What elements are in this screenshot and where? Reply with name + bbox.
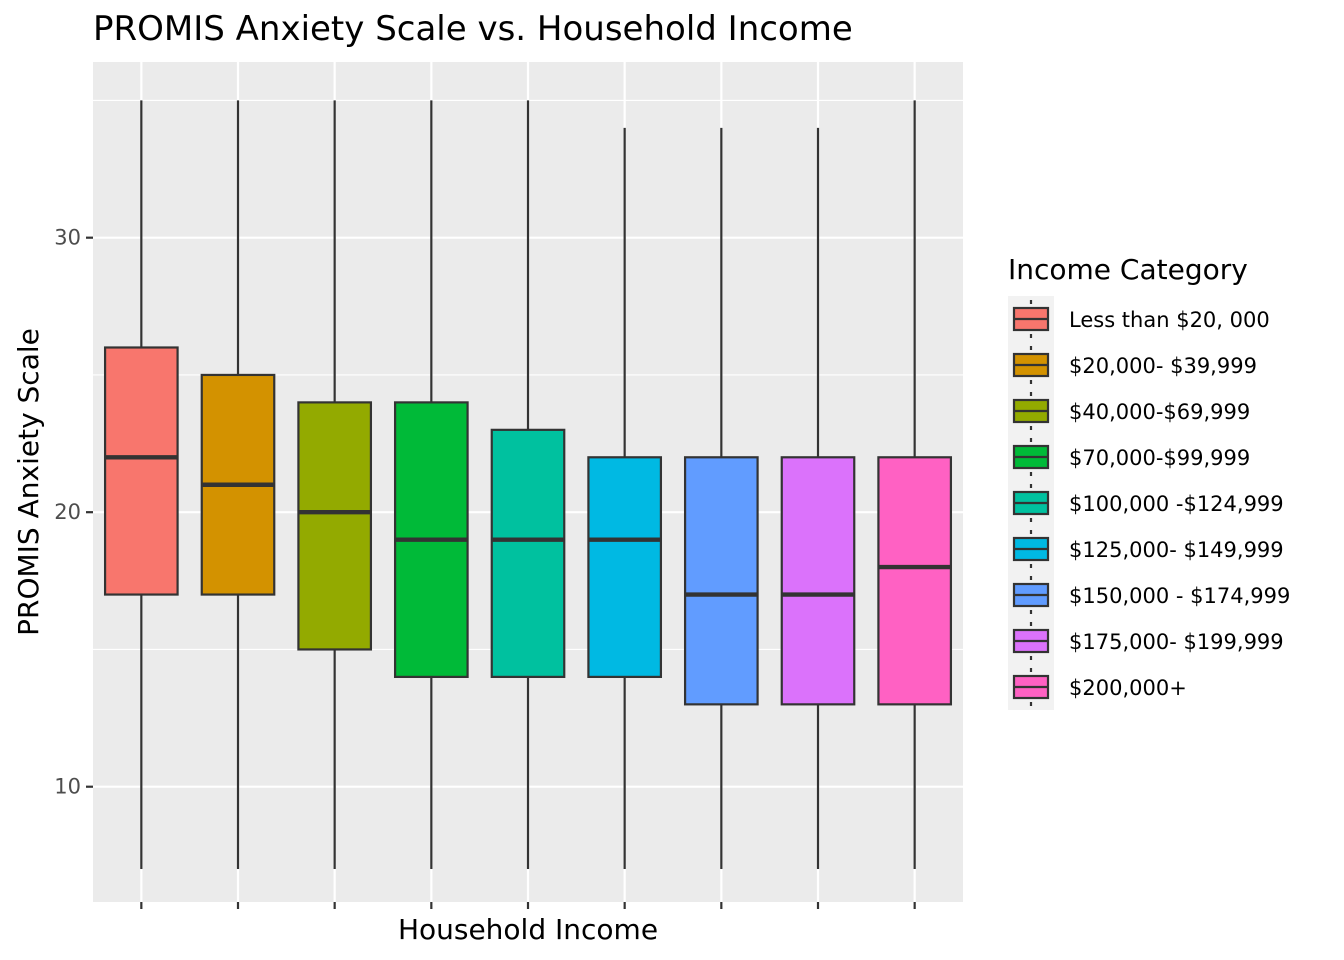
legend-label: Less than $20, 000 [1069,308,1270,332]
legend-label: $175,000- $199,999 [1069,630,1284,654]
legend-item: $70,000-$99,999 [1008,434,1250,480]
box-8 [780,127,856,870]
legend-label: $20,000- $39,999 [1069,354,1257,378]
legend-item: $125,000- $149,999 [1008,526,1284,572]
box-7 [683,127,759,870]
boxes [103,100,953,870]
legend-title: Income Category [1008,253,1248,286]
box-iqr [683,456,759,706]
legend-item: $175,000- $199,999 [1008,618,1284,664]
legend-label: $100,000 -$124,999 [1069,492,1284,516]
box-1 [103,100,179,870]
y-tick-label: 20 [54,500,81,524]
legend-label: $200,000+ [1069,676,1187,700]
legend-label: $125,000- $149,999 [1069,538,1284,562]
y-axis-title: PROMIS Anxiety Scale [12,328,45,636]
y-tick-label: 10 [54,775,81,799]
box-6 [587,127,663,870]
legend-item: $40,000-$69,999 [1008,388,1250,434]
box-iqr [490,428,566,679]
legend: Income Category Less than $20, 000 $20,00… [1008,253,1290,710]
legend-item: $200,000+ [1008,664,1187,710]
box-5 [490,100,566,870]
box-iqr [103,346,179,596]
legend-label: $70,000-$99,999 [1069,446,1250,470]
box-3 [297,100,373,870]
legend-label: $150,000 - $174,999 [1069,584,1290,608]
box-iqr [297,401,373,651]
box-iqr [877,456,953,706]
legend-item: Less than $20, 000 [1008,296,1270,342]
y-axis: 10 20 30 [54,226,93,799]
box-iqr [780,456,856,706]
chart-title: PROMIS Anxiety Scale vs. Household Incom… [93,9,853,49]
legend-item: $150,000 - $174,999 [1008,572,1290,618]
legend-items: Less than $20, 000 $20,000- $39,999 $40,00… [1008,296,1290,710]
x-axis-title: Household Income [398,913,658,946]
legend-label: $40,000-$69,999 [1069,400,1250,424]
box-2 [200,100,276,870]
legend-item: $100,000 -$124,999 [1008,480,1284,526]
y-tick-label: 30 [54,226,81,250]
x-axis [140,902,916,909]
box-iqr [587,456,663,679]
box-9 [877,100,953,870]
box-4 [393,100,469,870]
legend-item: $20,000- $39,999 [1008,342,1257,388]
